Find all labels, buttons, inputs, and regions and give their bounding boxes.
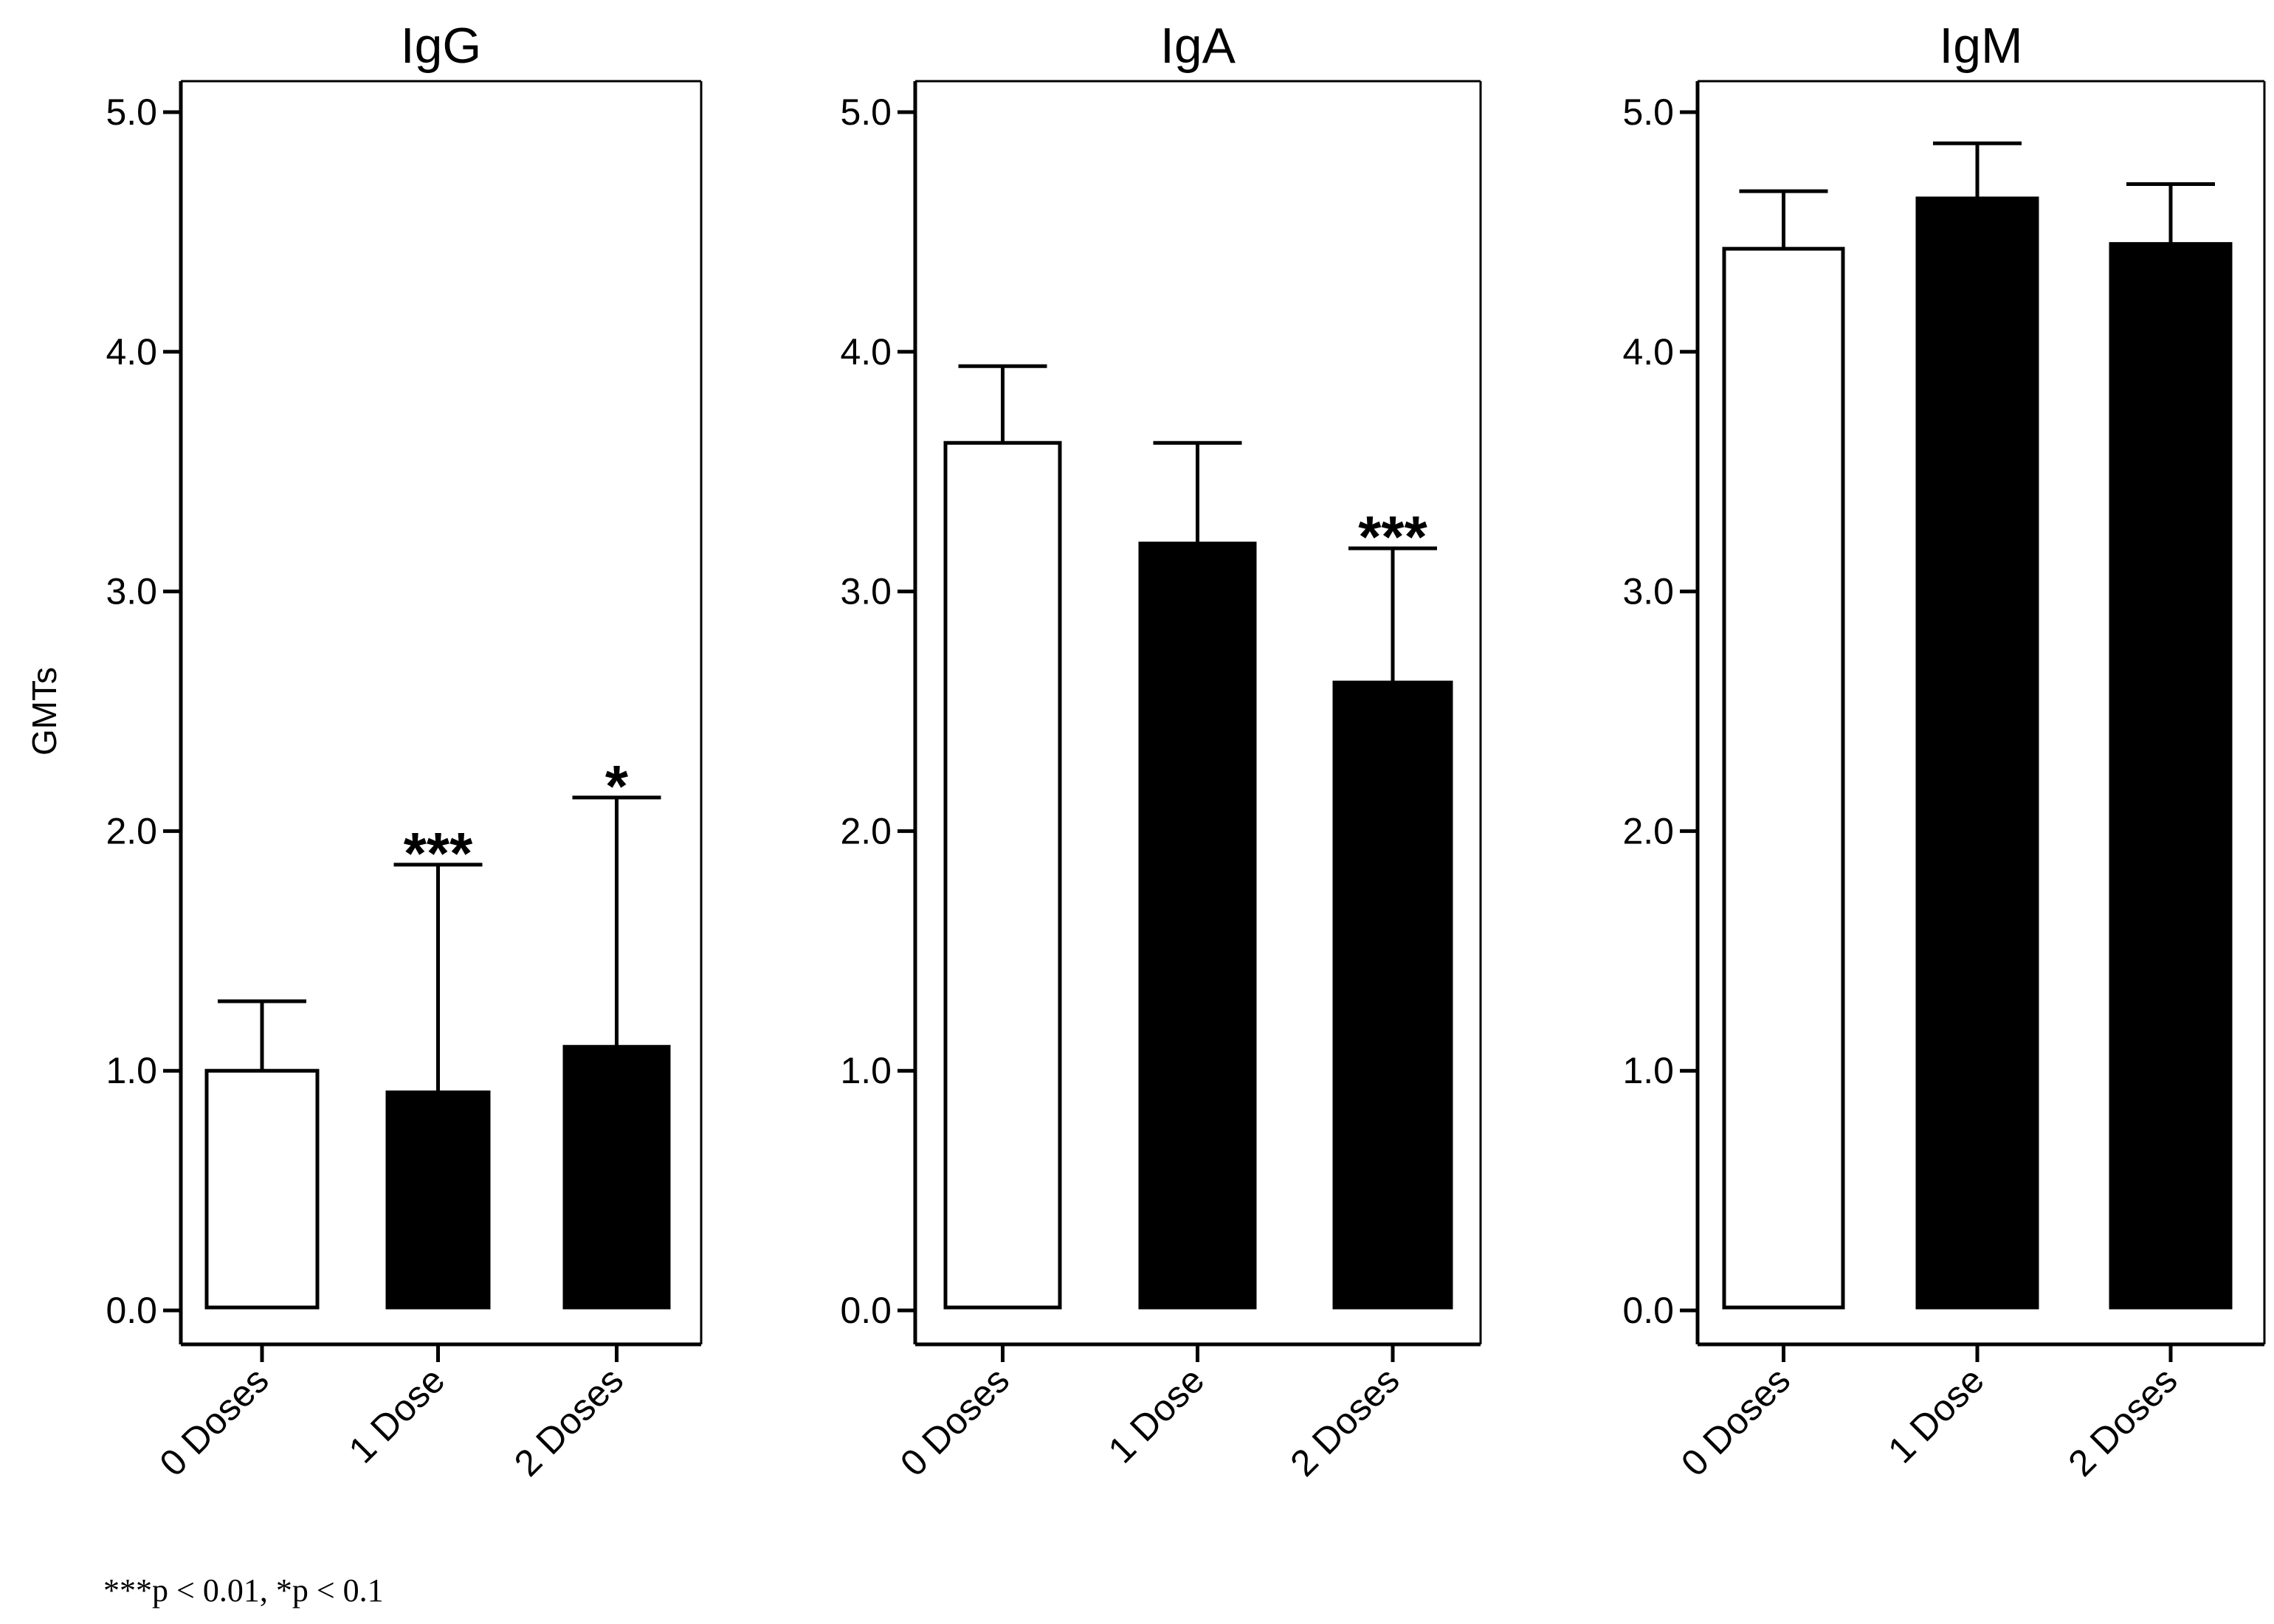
x-tick-label: 0 Doses — [151, 1359, 276, 1484]
y-axis-title: GMTs — [25, 667, 63, 756]
x-tick-label: 1 Dose — [1100, 1359, 1213, 1471]
bar-2-doses — [2109, 242, 2233, 1310]
y-tick-label: 4.0 — [106, 331, 157, 373]
panel-title-2: IgM — [1939, 18, 2022, 74]
bar-2-doses — [562, 1045, 671, 1310]
y-tick-label: 5.0 — [1622, 91, 1674, 133]
y-tick-label: 0.0 — [106, 1290, 157, 1331]
x-tick-label: 0 Doses — [1673, 1359, 1798, 1484]
bar-2-doses — [1332, 680, 1453, 1310]
y-tick-label: 3.0 — [840, 571, 892, 612]
panel-title-1: IgA — [1160, 18, 1236, 74]
y-tick-label: 3.0 — [1622, 571, 1674, 612]
significance-marker: * — [605, 753, 629, 819]
y-tick-label: 5.0 — [106, 91, 157, 133]
bar-0-doses — [943, 440, 1062, 1310]
y-tick-label: 2.0 — [106, 810, 157, 851]
bar-1-dose — [1915, 196, 2039, 1310]
footnote: ***p < 0.01, *p < 0.1 — [103, 1572, 384, 1609]
y-tick-label: 0.0 — [1622, 1290, 1674, 1331]
bar-0-doses — [1722, 246, 1845, 1310]
y-tick-label: 4.0 — [840, 331, 892, 373]
x-tick-label: 1 Dose — [1880, 1359, 1992, 1471]
y-tick-label: 2.0 — [1622, 810, 1674, 851]
bar-0-doses — [204, 1068, 320, 1310]
x-tick-label: 1 Dose — [341, 1359, 453, 1471]
x-tick-label: 2 Doses — [1282, 1359, 1407, 1484]
y-tick-label: 1.0 — [840, 1050, 892, 1091]
significance-marker: *** — [1358, 504, 1427, 570]
bar-1-dose — [1138, 542, 1257, 1310]
y-tick-label: 1.0 — [1622, 1050, 1674, 1091]
y-tick-label: 5.0 — [840, 91, 892, 133]
x-tick-label: 2 Doses — [2060, 1359, 2185, 1484]
y-tick-label: 4.0 — [1622, 331, 1674, 373]
x-tick-label: 2 Doses — [506, 1359, 631, 1484]
significance-marker: *** — [404, 820, 473, 886]
bar-1-dose — [385, 1090, 491, 1310]
panel-title-0: IgG — [401, 18, 482, 74]
x-tick-label: 0 Doses — [892, 1359, 1017, 1484]
y-tick-label: 0.0 — [840, 1290, 892, 1331]
y-tick-label: 1.0 — [106, 1050, 157, 1091]
y-tick-label: 3.0 — [106, 571, 157, 612]
y-tick-label: 2.0 — [840, 810, 892, 851]
